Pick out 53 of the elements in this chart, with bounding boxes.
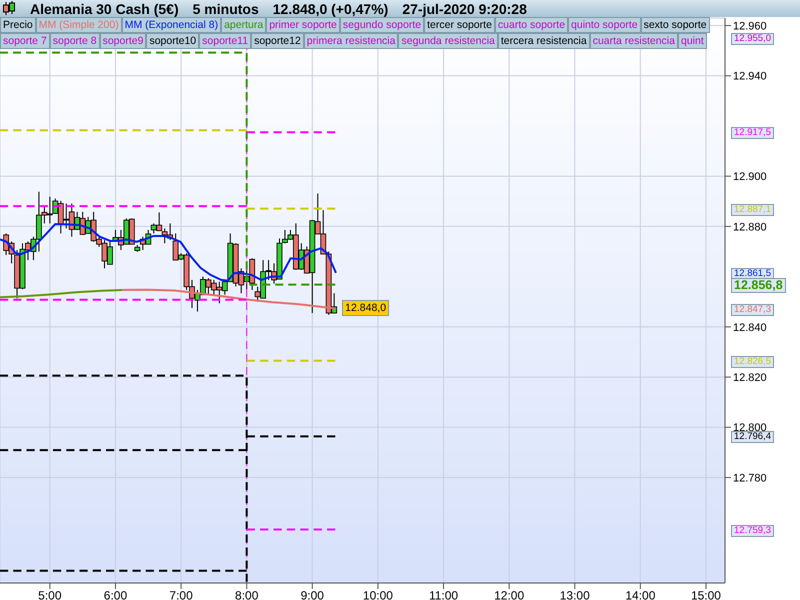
annotation: sexto soporte (640, 17, 710, 33)
annotation: segundo soporte (340, 17, 424, 33)
annotation: cuarto soporte (494, 17, 568, 33)
annotation: primera resistencia (304, 33, 398, 49)
x-tick-label: 14:00 (625, 588, 656, 600)
text: 27-jul-2020 9:20:28 (402, 0, 527, 16)
y-tick-label: 12.880 (733, 221, 767, 234)
annotation: apertura (221, 17, 266, 33)
annotation: soporte11 (199, 33, 252, 49)
annotation: segunda resistencia (398, 33, 498, 49)
annotation: soporte10 (146, 33, 200, 49)
chart-title: Alemania 30 Cash (5€) (30, 0, 179, 16)
y-tick-label: 12.780 (733, 472, 767, 484)
annotation: soporte 7 (0, 33, 50, 49)
annotation: quinto soporte (568, 17, 641, 33)
annotation: MM (Simple 200) (36, 17, 122, 33)
x-tick-label: 9:00 (300, 588, 324, 600)
x-tick-label: 5:00 (38, 588, 62, 600)
y2-tick-label: 12.917,5 (731, 127, 774, 140)
y2-tick-label: 12.887,1 (731, 204, 774, 216)
x-tick-label: 15:00 (690, 588, 722, 600)
x-tick-label: 11:00 (428, 588, 458, 600)
y2-tick-label: 12.759,3 (731, 524, 774, 536)
annotation: primer soporte (266, 17, 340, 33)
y2-tick-label: 12.955,0 (731, 33, 774, 46)
y-tick-label: 12.940 (733, 70, 767, 83)
annotation: soporte 8 (50, 33, 100, 49)
y2-tick-label: 12.847,3 (731, 304, 774, 316)
y2-tick-label: 12.856,8 (731, 278, 786, 294)
y2-tick-label: 12.861,5 (731, 268, 774, 280)
annotation: tercer soporte (424, 17, 495, 33)
x-tick-label: 7:00 (169, 588, 194, 600)
x-tick-label: 8:00 (235, 588, 259, 600)
y-tick-label: 12.820 (733, 372, 767, 384)
y-tick-label: 12.840 (733, 322, 767, 334)
annotation: quint (678, 33, 707, 49)
y2-tick-label: 12.796,4 (731, 431, 774, 444)
annotation: tercera resistencia (498, 33, 590, 49)
x-tick-label: 13:00 (560, 588, 590, 600)
x-tick-label: 10:00 (362, 588, 394, 600)
annotation: Precio (0, 17, 36, 33)
text: 12.848,0 (+0,47%) (272, 0, 388, 16)
annotation: MM (Exponencial 8) (122, 17, 222, 33)
annotation: cuarta resistencia (590, 33, 678, 49)
y2-tick-label: 12.826,5 (731, 356, 774, 368)
chart-subtitle: 5 minutos (192, 0, 259, 16)
y-tick-label: 12.900 (733, 171, 767, 184)
x-tick-label: 12:00 (494, 588, 524, 600)
annotation: soporte9 (100, 33, 146, 49)
annotation: 12.848,0 (342, 300, 390, 316)
y-tick-label: 12.960 (733, 20, 767, 32)
x-tick-label: 6:00 (104, 588, 128, 600)
annotation: soporte12 (251, 33, 304, 49)
